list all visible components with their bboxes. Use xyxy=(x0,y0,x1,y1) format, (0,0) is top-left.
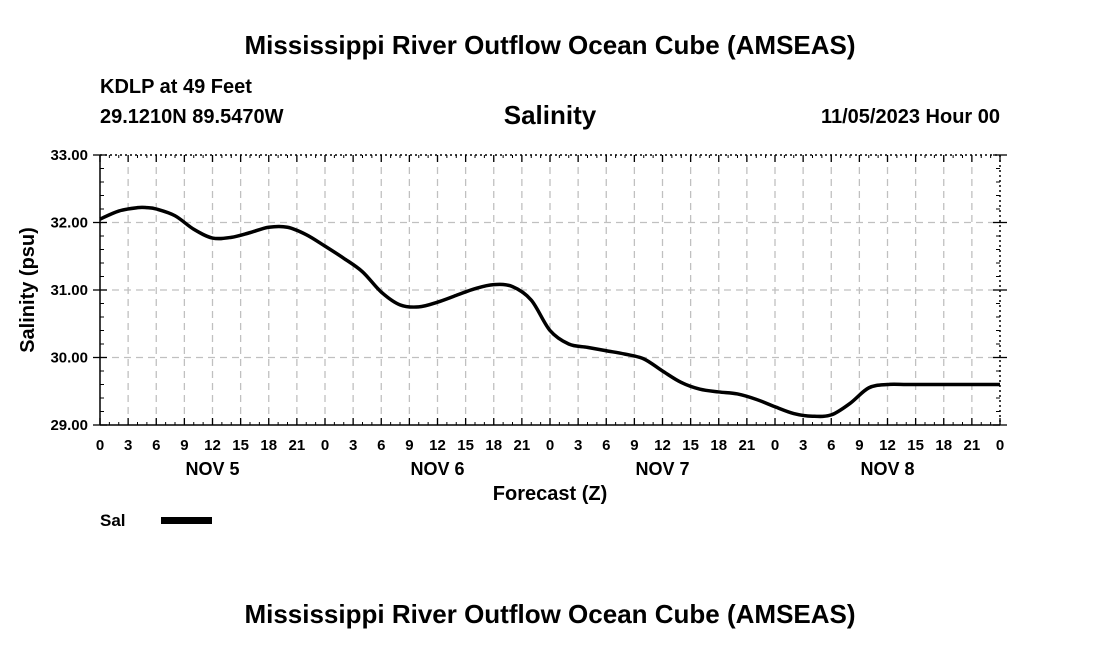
chart-title: Mississippi River Outflow Ocean Cube (AM… xyxy=(244,30,856,60)
y-tick-label: 30.00 xyxy=(50,350,88,367)
x-tick-label: 0 xyxy=(321,437,329,454)
footer-title: Mississippi River Outflow Ocean Cube (AM… xyxy=(244,599,856,629)
x-tick-label: 15 xyxy=(682,437,699,454)
x-tick-label: 6 xyxy=(152,437,160,454)
x-tick-label: 6 xyxy=(377,437,385,454)
x-tick-label: 12 xyxy=(204,437,221,454)
x-tick-label: 6 xyxy=(827,437,835,454)
x-tick-label: 15 xyxy=(457,437,474,454)
x-tick-label: 15 xyxy=(232,437,249,454)
y-axis-label: Salinity (psu) xyxy=(17,227,39,353)
salinity-chart: 0 3 6 9 12 15 18 21 0 3 6 9 12 15 18 21 0 3 6 9 12 15 18 21 0 3 6 9… xyxy=(17,147,1007,530)
x-tick-label: 9 xyxy=(630,437,638,454)
x-tick-label: 15 xyxy=(907,437,924,454)
x-tick-label: 0 xyxy=(546,437,554,454)
x-tick-label: 9 xyxy=(855,437,863,454)
day-label: NOV 5 xyxy=(185,459,239,479)
x-tick-label: 0 xyxy=(996,437,1004,454)
x-tick-label: 12 xyxy=(879,437,896,454)
x-tick-label: 0 xyxy=(96,437,104,454)
x-tick-label: 12 xyxy=(654,437,671,454)
x-tick-label: 18 xyxy=(485,437,502,454)
legend-line-swatch xyxy=(161,517,212,524)
x-tick-label: 18 xyxy=(935,437,952,454)
x-tick-label: 3 xyxy=(574,437,582,454)
series-line-sal xyxy=(99,205,1000,419)
x-tick-label: 3 xyxy=(799,437,807,454)
x-tick-label: 3 xyxy=(124,437,132,454)
y-tick-label: 33.00 xyxy=(50,147,88,164)
y-tick-label: 32.00 xyxy=(50,215,88,232)
x-tick-label: 18 xyxy=(260,437,277,454)
x-tick-label: 21 xyxy=(514,437,531,454)
x-axis-label: Forecast (Z) xyxy=(493,483,607,505)
x-tick-label: 6 xyxy=(602,437,610,454)
x-tick-label: 18 xyxy=(710,437,727,454)
day-label: NOV 7 xyxy=(635,459,689,479)
coordinates-label: 29.1210N 89.5470W xyxy=(100,106,284,128)
y-tick-label: 31.00 xyxy=(50,282,88,299)
datetime-label: 11/05/2023 Hour 00 xyxy=(820,106,1000,128)
x-tick-label: 9 xyxy=(180,437,188,454)
station-label: KDLP at 49 Feet xyxy=(100,76,252,98)
variable-title: Salinity xyxy=(503,100,597,130)
day-label: NOV 8 xyxy=(860,459,914,479)
x-tick-label: 9 xyxy=(405,437,413,454)
x-tick-label: 12 xyxy=(429,437,446,454)
x-tick-label: 21 xyxy=(964,437,981,454)
x-tick-label: 3 xyxy=(349,437,357,454)
legend-label: Sal xyxy=(100,511,126,530)
day-label: NOV 6 xyxy=(410,459,464,479)
legend: Sal xyxy=(100,511,212,530)
x-tick-label: 21 xyxy=(739,437,756,454)
x-tick-label: 21 xyxy=(289,437,306,454)
y-tick-label: 29.00 xyxy=(50,417,88,434)
x-tick-label: 0 xyxy=(771,437,779,454)
